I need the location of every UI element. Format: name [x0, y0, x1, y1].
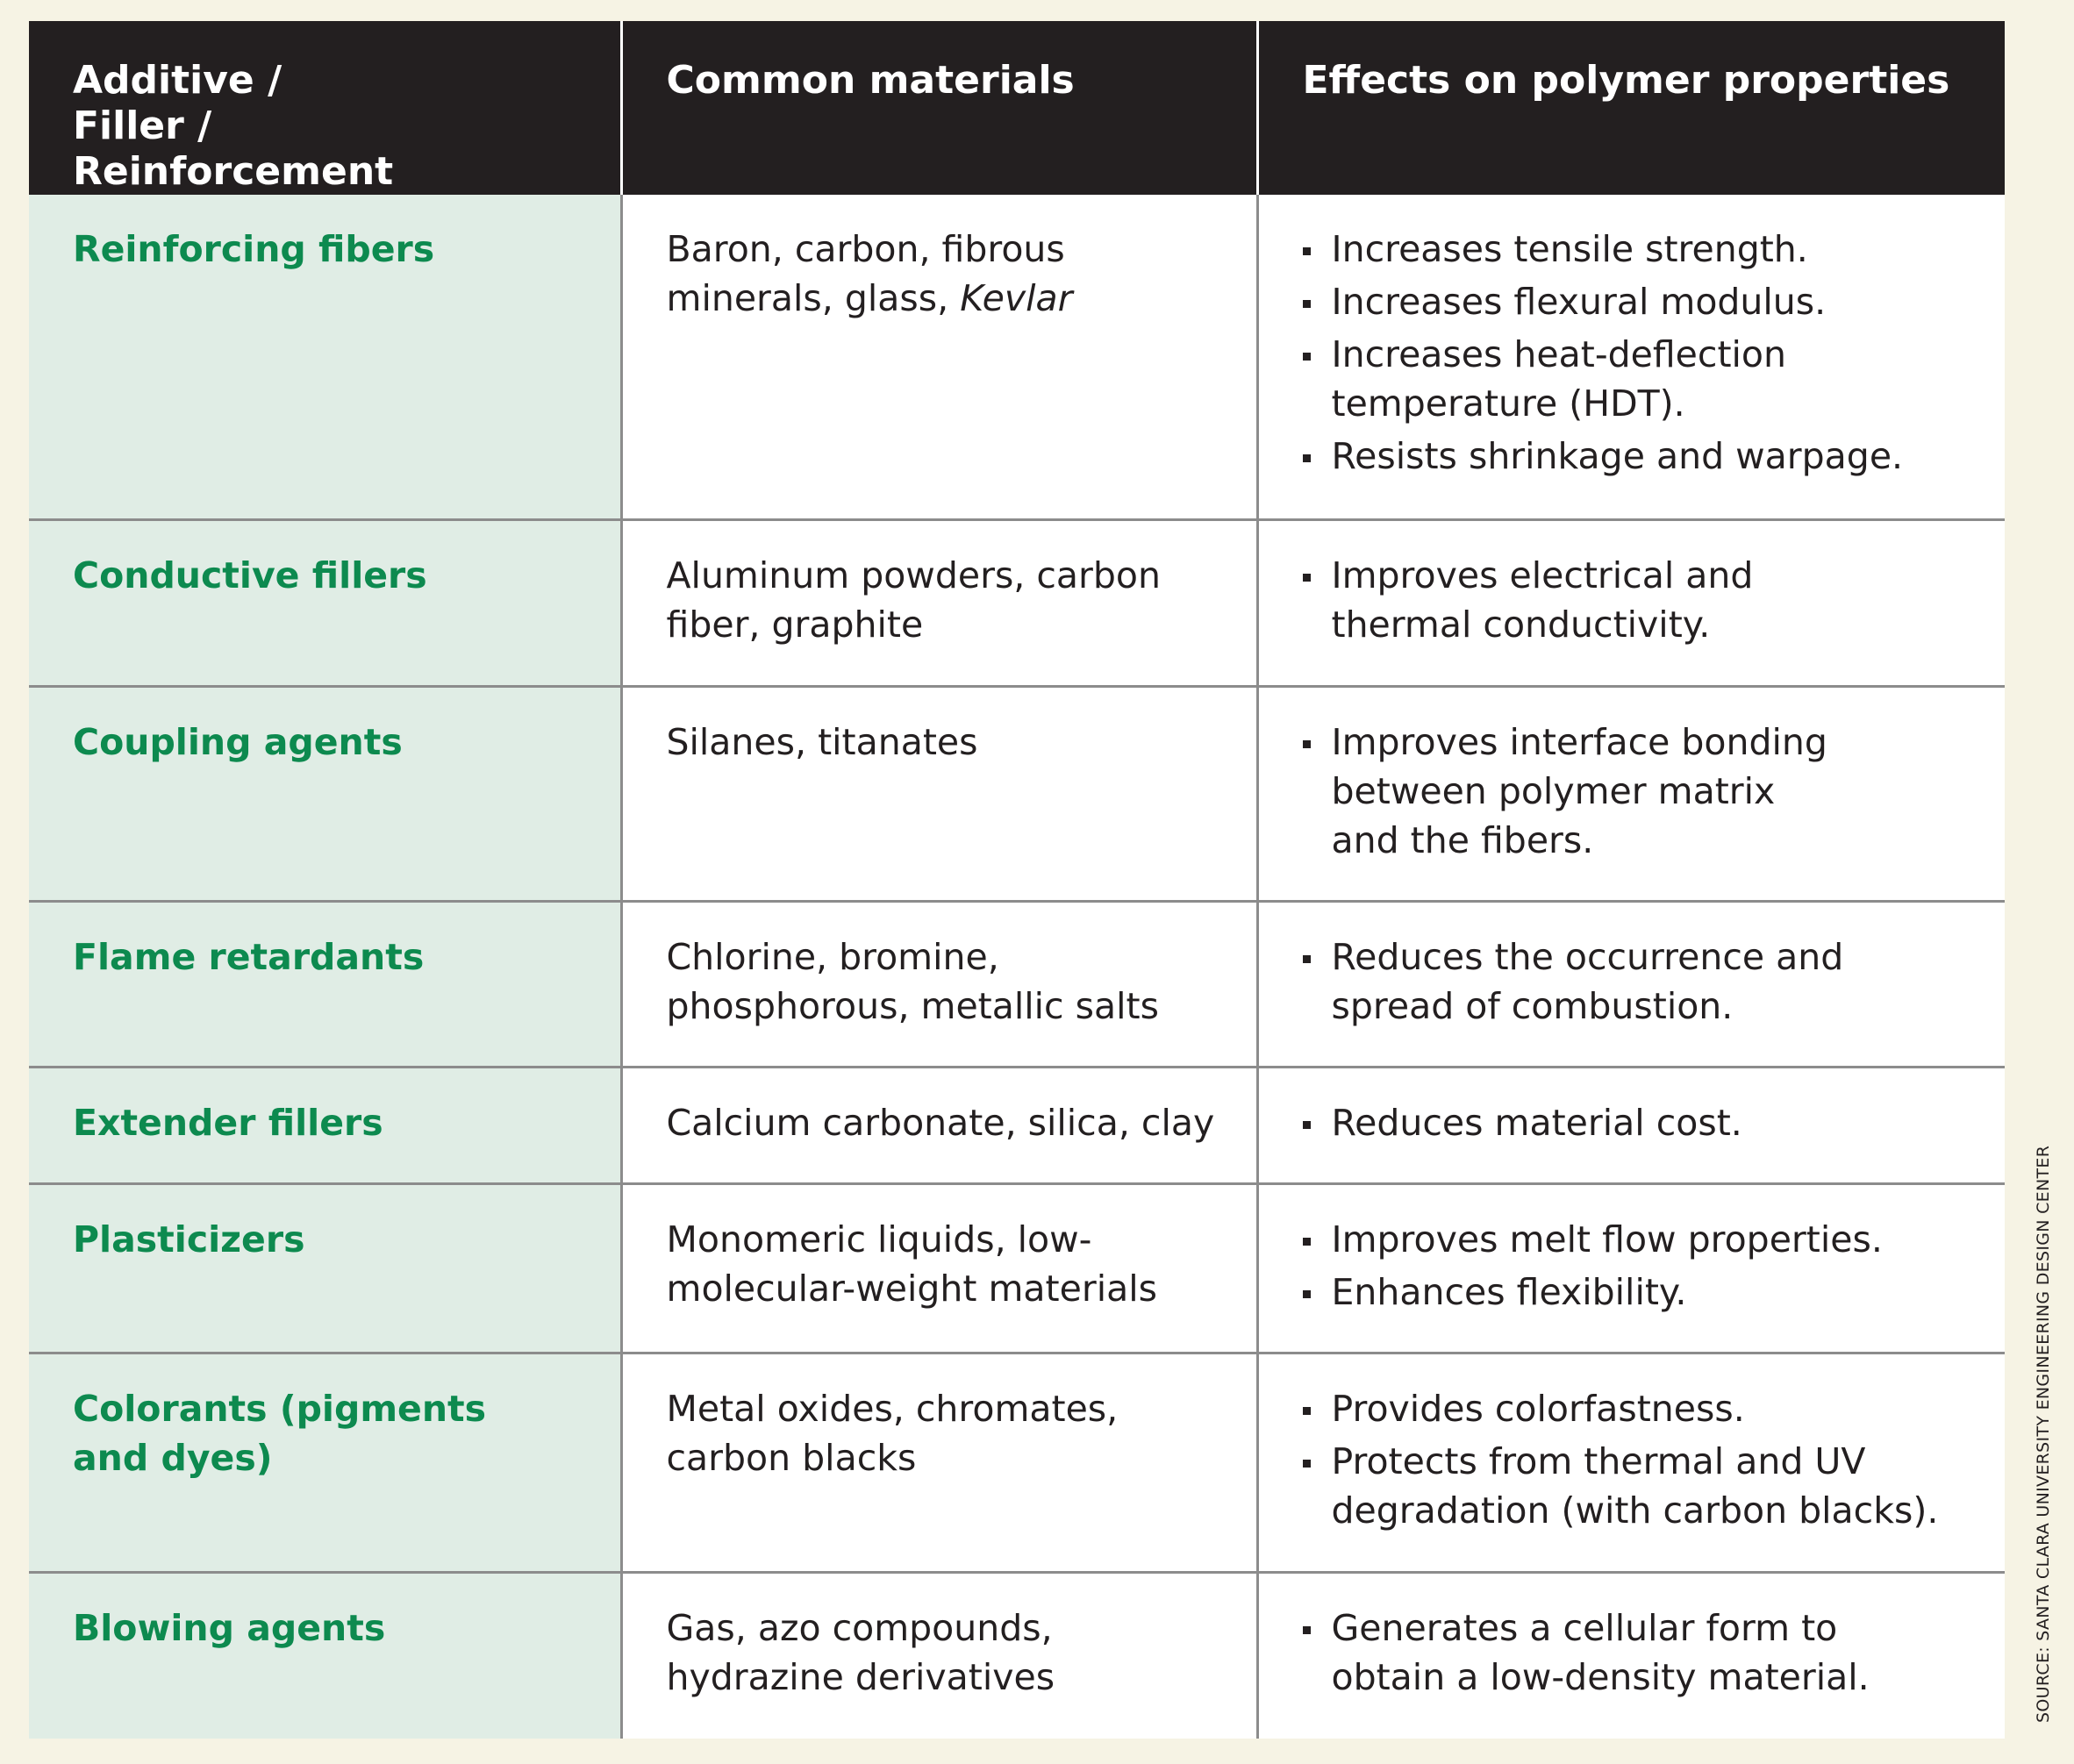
effects-cell: Generates a cellular form to obtain a lo… — [1255, 1570, 2005, 1739]
effect-item: Increases flexural modulus. — [1301, 277, 1918, 326]
source-credit: SOURCE: SANTA CLARA UNIVERSITY ENGINEERI… — [2034, 1145, 2053, 1723]
table-row: Colorants (pigments and dyes) Metal oxid… — [29, 1351, 2005, 1572]
effects-list: Improves interface bonding between polym… — [1301, 718, 1848, 865]
effects-cell: Provides colorfastness. Protects from th… — [1255, 1351, 2005, 1572]
materials-cell: Monomeric liquids, low-molecular-weight … — [619, 1182, 1257, 1353]
effect-item: Protects from thermal and UV degradation… — [1301, 1437, 1970, 1535]
effects-cell: Improves electrical and thermal conducti… — [1255, 518, 2005, 686]
header-row: Additive / Filler / Reinforcement Common… — [29, 21, 2005, 195]
category-cell: Flame retardants — [29, 899, 621, 1067]
header-additive: Additive / Filler / Reinforcement — [29, 21, 621, 195]
effect-item: Improves melt flow properties. — [1301, 1215, 1979, 1264]
effect-item: Enhances flexibility. — [1301, 1268, 1979, 1317]
materials-cell: Gas, azo compounds, hydrazine derivative… — [619, 1570, 1257, 1739]
category-cell: Plasticizers — [29, 1182, 621, 1353]
materials-cell: Metal oxides, chromates, carbon blacks — [619, 1351, 1257, 1572]
effects-list: Reduces the occurrence and spread of com… — [1301, 932, 1848, 1031]
effects-list: Increases tensile strength. Increases fl… — [1301, 225, 1918, 481]
category-cell: Conductive fillers — [29, 518, 621, 686]
table-row: Flame retardants Chlorine, bromine, phos… — [29, 899, 2005, 1067]
materials-text: Baron, carbon, fibrous minerals, glass, — [666, 228, 1065, 319]
category-cell: Blowing agents — [29, 1570, 621, 1739]
materials-cell: Baron, carbon, fibrous minerals, glass, … — [619, 195, 1257, 519]
materials-cell: Aluminum powders, carbon fiber, graphite — [619, 518, 1257, 686]
category-cell: Reinforcing fibers — [29, 195, 621, 519]
materials-italic-text: Kevlar — [960, 277, 1073, 319]
effect-item: Resists shrinkage and warpage. — [1301, 432, 1918, 481]
category-cell: Colorants (pigments and dyes) — [29, 1351, 621, 1572]
effect-item: Increases tensile strength. — [1301, 225, 1918, 274]
header-materials: Common materials — [619, 21, 1257, 195]
materials-cell: Calcium carbonate, silica, clay — [619, 1065, 1257, 1183]
effects-list: Generates a cellular form to obtain a lo… — [1301, 1603, 1918, 1702]
header-effects: Effects on polymer properties — [1255, 21, 2005, 195]
effect-item: Provides colorfastness. — [1301, 1384, 1970, 1433]
effects-cell: Increases tensile strength. Increases fl… — [1255, 195, 2005, 519]
effects-cell: Improves interface bonding between polym… — [1255, 684, 2005, 901]
effects-cell: Reduces the occurrence and spread of com… — [1255, 899, 2005, 1067]
effects-list: Provides colorfastness. Protects from th… — [1301, 1384, 1970, 1535]
table-row: Conductive fillers Aluminum powders, car… — [29, 518, 2005, 686]
effects-list: Improves electrical and thermal conducti… — [1301, 551, 1760, 649]
table-row: Reinforcing fibers Baron, carbon, fibrou… — [29, 195, 2005, 519]
materials-cell: Silanes, titanates — [619, 684, 1257, 901]
table-row: Plasticizers Monomeric liquids, low-mole… — [29, 1182, 2005, 1353]
effect-item: Improves electrical and thermal conducti… — [1301, 551, 1760, 649]
category-cell: Coupling agents — [29, 684, 621, 901]
materials-cell: Chlorine, bromine, phosphorous, metallic… — [619, 899, 1257, 1067]
effect-item: Improves interface bonding between polym… — [1301, 718, 1848, 865]
effect-item: Reduces material cost. — [1301, 1098, 1979, 1147]
effects-cell: Reduces material cost. — [1255, 1065, 2005, 1183]
category-cell: Extender fillers — [29, 1065, 621, 1183]
effect-item: Increases heat-deflection temperature (H… — [1301, 330, 1918, 428]
effects-list: Reduces material cost. — [1301, 1098, 1979, 1147]
additives-table: Additive / Filler / Reinforcement Common… — [29, 21, 2005, 1739]
table-row: Extender fillers Calcium carbonate, sili… — [29, 1065, 2005, 1183]
table-row: Coupling agents Silanes, titanates Impro… — [29, 684, 2005, 901]
effect-item: Reduces the occurrence and spread of com… — [1301, 932, 1848, 1031]
table-row: Blowing agents Gas, azo compounds, hydra… — [29, 1570, 2005, 1739]
effects-list: Improves melt flow properties. Enhances … — [1301, 1215, 1979, 1317]
effect-item: Generates a cellular form to obtain a lo… — [1301, 1603, 1918, 1702]
table-header: Additive / Filler / Reinforcement Common… — [29, 21, 2005, 195]
effects-cell: Improves melt flow properties. Enhances … — [1255, 1182, 2005, 1353]
